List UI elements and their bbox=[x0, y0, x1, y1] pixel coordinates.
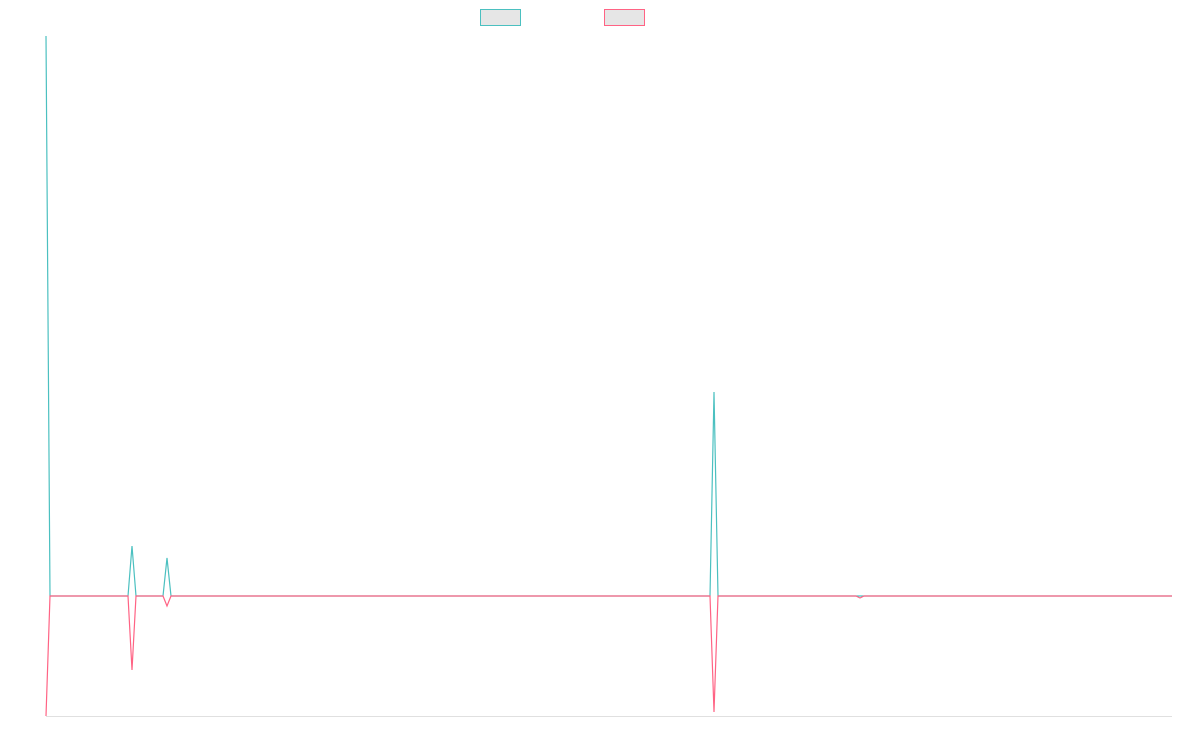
legend-swatch[interactable] bbox=[604, 9, 645, 26]
series-line bbox=[45, 595, 1172, 717]
series-line bbox=[45, 35, 1172, 597]
legend-swatch[interactable] bbox=[480, 9, 521, 26]
